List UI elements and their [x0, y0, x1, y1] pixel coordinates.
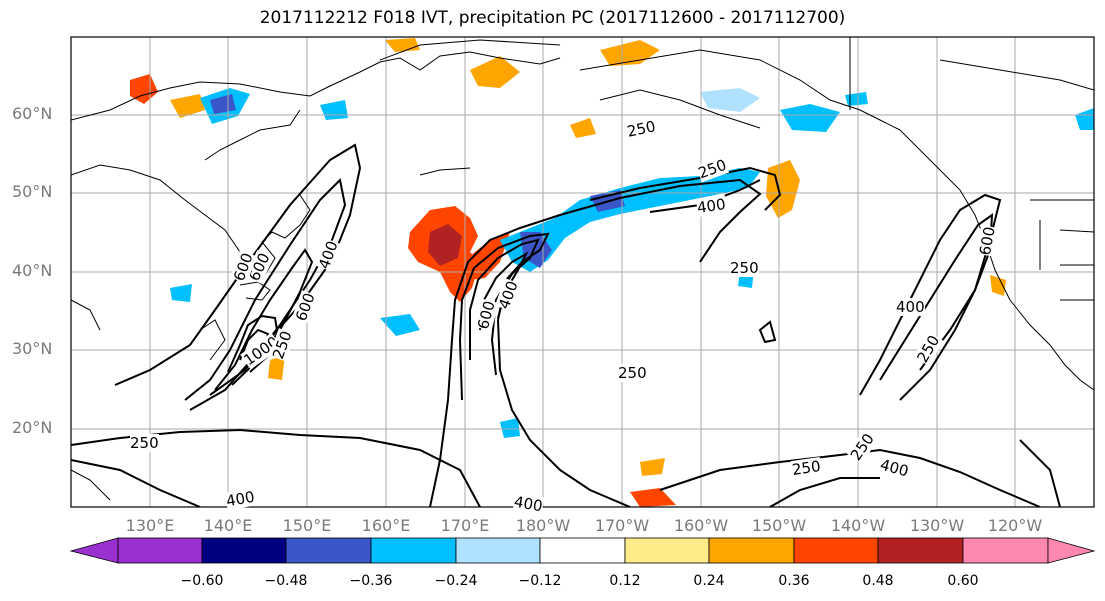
lon-tick-label: 170°E — [440, 516, 490, 535]
colorbar-tick-label: −0.36 — [349, 573, 393, 589]
colorbar-segment — [201, 537, 287, 564]
lon-tick-label: 140°E — [203, 516, 253, 535]
colorbar-segment — [793, 537, 879, 564]
colorbar-segment — [455, 537, 541, 564]
map-area — [71, 37, 1094, 507]
colorbar-segment — [285, 537, 372, 564]
colorbar-tick-label: 0.60 — [947, 573, 979, 589]
lon-tick-label: 180°W — [515, 516, 571, 535]
lon-tick-label: 170°W — [594, 516, 650, 535]
colorbar-segment — [624, 537, 710, 564]
precip-negative-patches — [170, 88, 1094, 438]
lon-tick-label: 130°W — [909, 516, 965, 535]
lon-tick-label: 120°W — [987, 516, 1043, 535]
lon-tick-label: 150°E — [282, 516, 332, 535]
lon-tick-label: 150°W — [751, 516, 807, 535]
colorbar — [69, 537, 1096, 564]
colorbar-tick-label: −0.60 — [180, 573, 224, 589]
colorbar-tick-label: 0.24 — [693, 573, 725, 589]
colorbar-extend-low — [69, 537, 119, 564]
lon-tick-label: 130°E — [125, 516, 175, 535]
colorbar-segment — [117, 537, 203, 564]
lon-tick-label: 160°W — [673, 516, 729, 535]
lat-tick-label: 20°N — [12, 418, 53, 437]
colorbar-tick-label: −0.12 — [518, 573, 562, 589]
colorbar-tick-label: −0.48 — [264, 573, 308, 589]
colorbar-segment — [708, 537, 795, 564]
map-title: 2017112212 F018 IVT, precipitation PC (2… — [259, 8, 846, 28]
lat-tick-label: 40°N — [12, 261, 53, 280]
lat-tick-label: 30°N — [12, 339, 53, 358]
lat-tick-label: 60°N — [12, 104, 53, 123]
colorbar-extend-high — [1047, 537, 1096, 564]
ivt-contours — [71, 143, 1061, 507]
lon-tick-label: 140°W — [830, 516, 886, 535]
lon-tick-label: 160°E — [361, 516, 411, 535]
lat-tick-label: 50°N — [12, 182, 53, 201]
colorbar-tick-label: 0.48 — [862, 573, 894, 589]
colorbar-tick-label: 0.36 — [778, 573, 810, 589]
colorbar-segment — [539, 537, 626, 564]
colorbar-tick-label: 0.12 — [609, 573, 641, 589]
map-frame — [70, 36, 1095, 508]
colorbar-tick-label: −0.24 — [434, 573, 478, 589]
colorbar-segment — [370, 537, 457, 564]
colorbar-segment — [962, 537, 1049, 564]
coastlines — [71, 37, 1094, 501]
colorbar-segment — [877, 537, 964, 564]
